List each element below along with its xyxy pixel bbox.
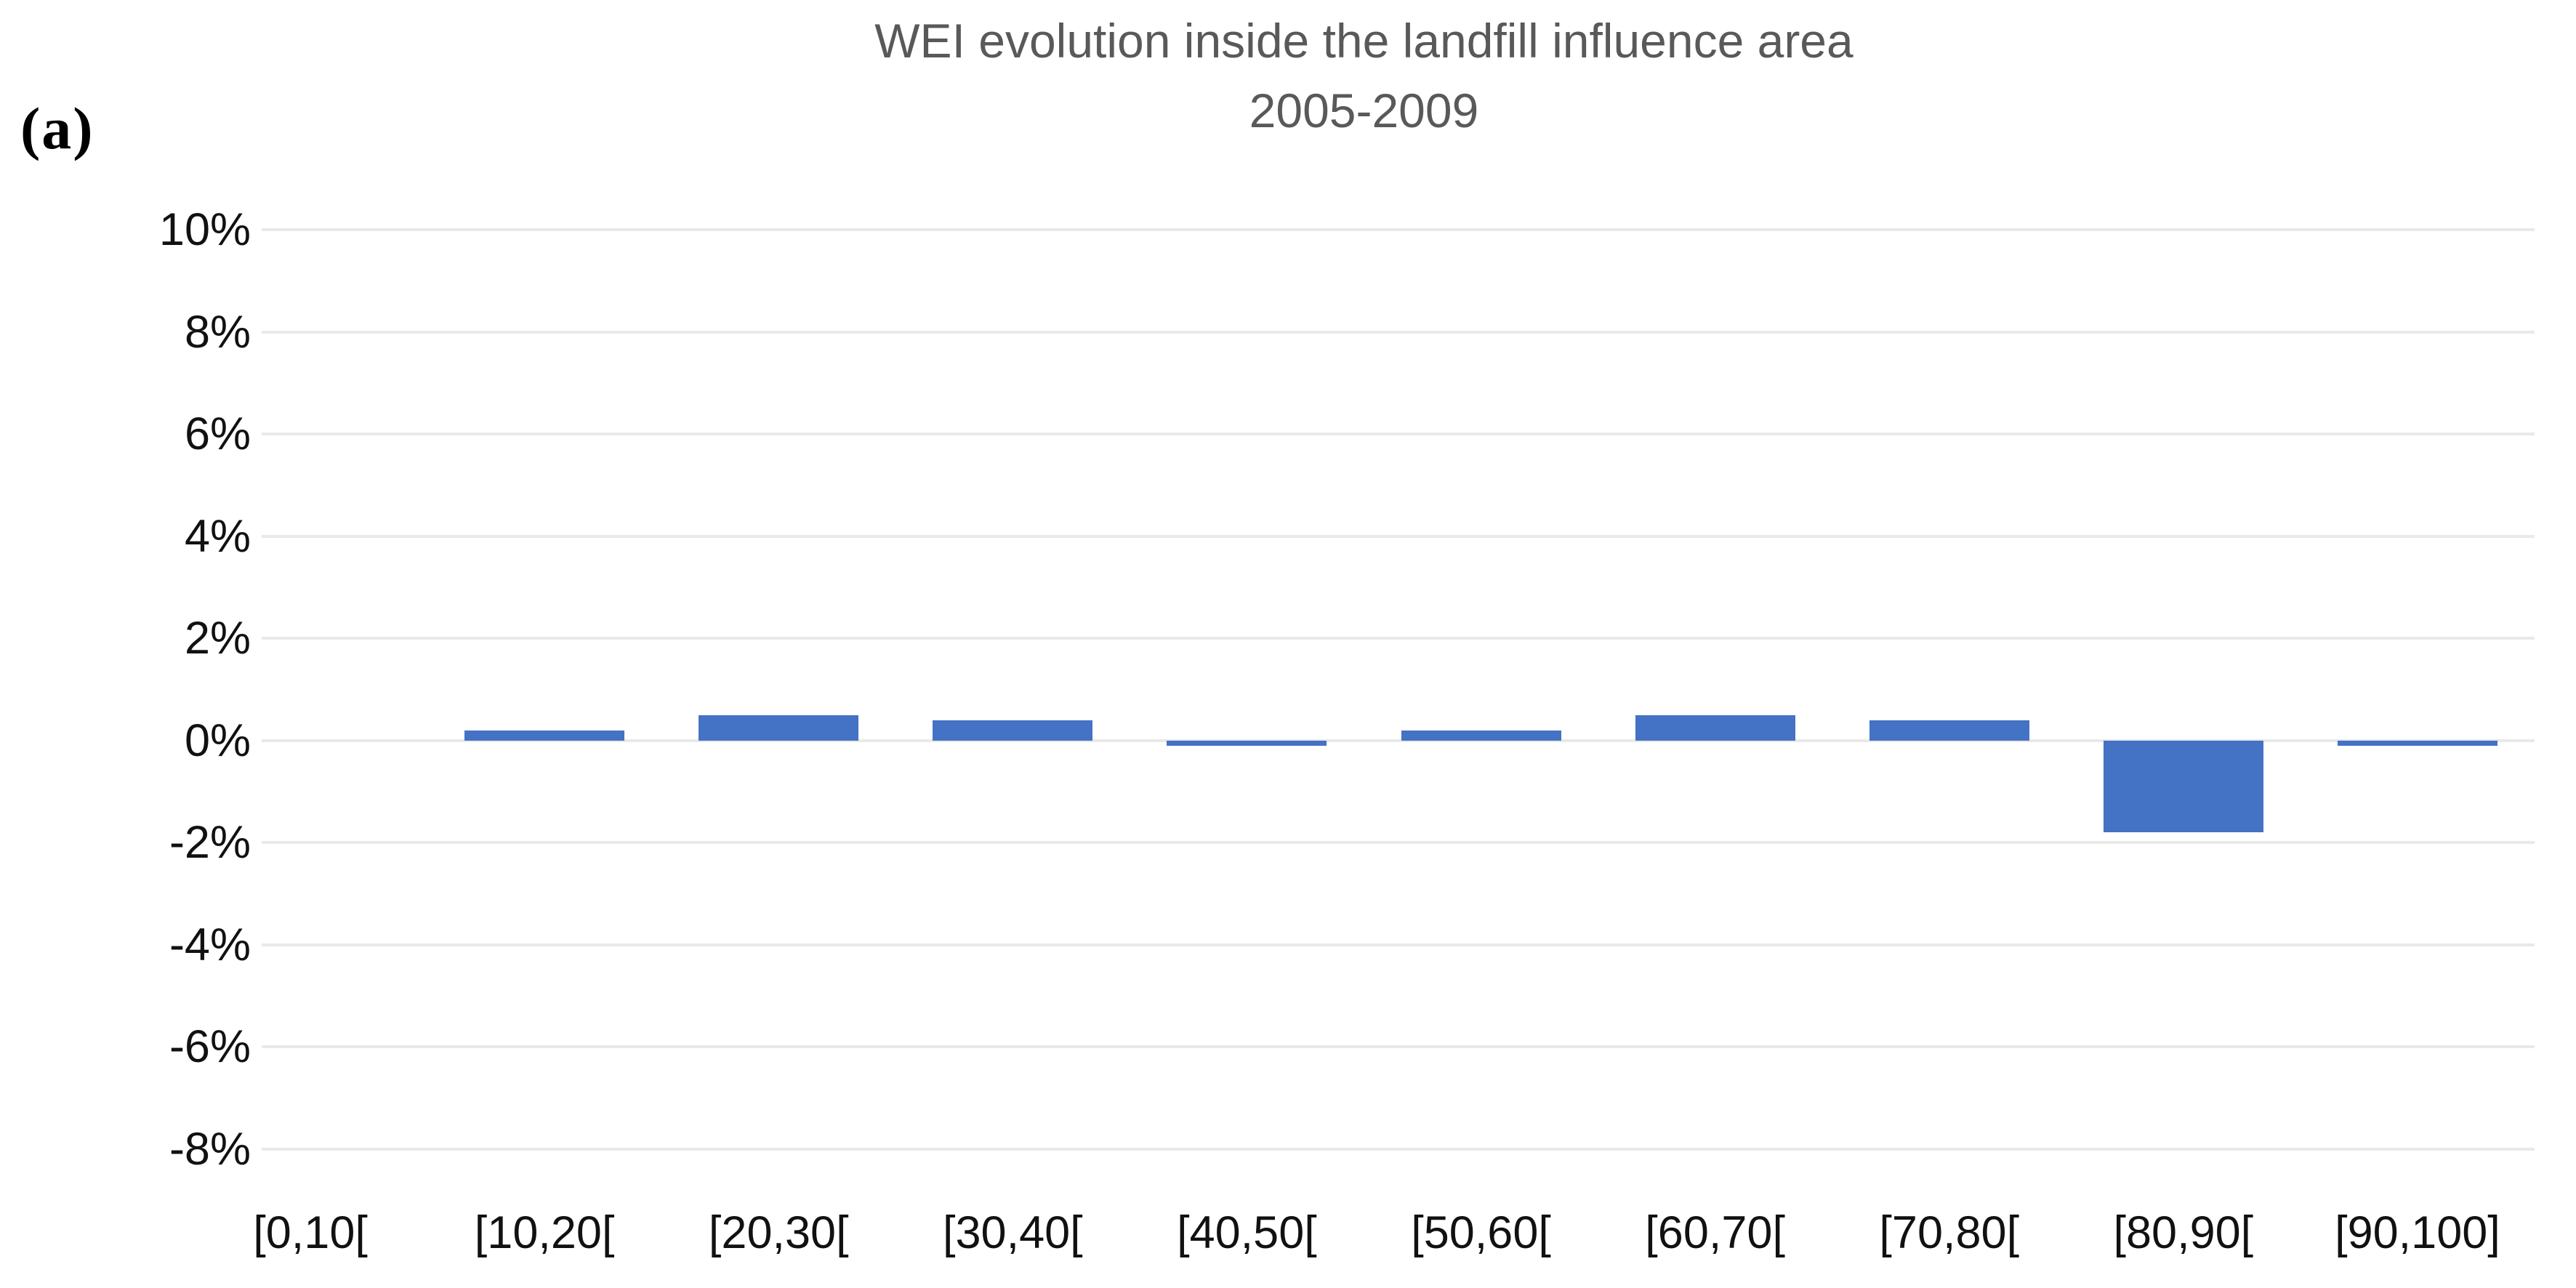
gridline xyxy=(262,432,2535,436)
x-axis-category-label: [0,10[ xyxy=(253,1207,368,1258)
gridline xyxy=(262,1148,2535,1151)
y-axis-tick-label: 0% xyxy=(184,715,251,766)
chart-subtitle: 2005-2009 xyxy=(1249,84,1479,137)
y-axis-tick-label: -8% xyxy=(169,1124,251,1175)
x-axis-category-label: [40,50[ xyxy=(1177,1207,1317,1258)
gridline xyxy=(262,228,2535,231)
y-axis-tick-label: 6% xyxy=(184,408,251,460)
x-axis-category-label: [50,60[ xyxy=(1411,1207,1551,1258)
panel-label: (a) xyxy=(20,95,94,161)
x-axis-category-label: [90,100] xyxy=(2335,1207,2500,1258)
y-axis-tick-label: -4% xyxy=(169,919,251,970)
bar xyxy=(2337,740,2497,746)
chart-title: WEI evolution inside the landfill influe… xyxy=(874,14,1853,68)
bar xyxy=(2103,740,2263,833)
chart-title-block: WEI evolution inside the landfill influe… xyxy=(193,6,2535,145)
bar xyxy=(464,730,625,741)
y-axis-tick-label: -6% xyxy=(169,1021,251,1073)
gridline xyxy=(262,330,2535,334)
bar xyxy=(1635,715,1795,741)
gridline xyxy=(262,943,2535,946)
plot-area: 10% 8% 6% 4% 2% 0% -2% -4% -6% -8% [0,10[ [10,20[ [2… xyxy=(159,204,2535,1258)
bar xyxy=(699,715,859,741)
gridline xyxy=(262,1045,2535,1049)
y-axis-tick-label: 8% xyxy=(184,306,251,358)
bar xyxy=(1401,730,1561,741)
bar xyxy=(1167,740,1327,746)
gridline xyxy=(262,534,2535,538)
x-axis-category-label: [30,40[ xyxy=(943,1207,1083,1258)
gridline xyxy=(262,738,2535,742)
y-axis-tick-label: -2% xyxy=(169,817,251,869)
y-axis-tick-label: 2% xyxy=(184,613,251,664)
x-axis-category-label: [10,20[ xyxy=(474,1207,615,1258)
y-axis-tick-label: 4% xyxy=(184,510,251,562)
x-axis-category-label: [80,90[ xyxy=(2113,1207,2254,1258)
x-axis-category-label: [60,70[ xyxy=(1645,1207,1785,1258)
gridline xyxy=(262,637,2535,640)
x-axis-category-label: [20,30[ xyxy=(708,1207,849,1258)
gridline xyxy=(262,841,2535,845)
y-axis-tick-label: 10% xyxy=(158,204,251,255)
bar xyxy=(1869,720,2029,741)
x-axis-category-label: [70,80[ xyxy=(1879,1207,2020,1258)
bar xyxy=(933,720,1093,741)
